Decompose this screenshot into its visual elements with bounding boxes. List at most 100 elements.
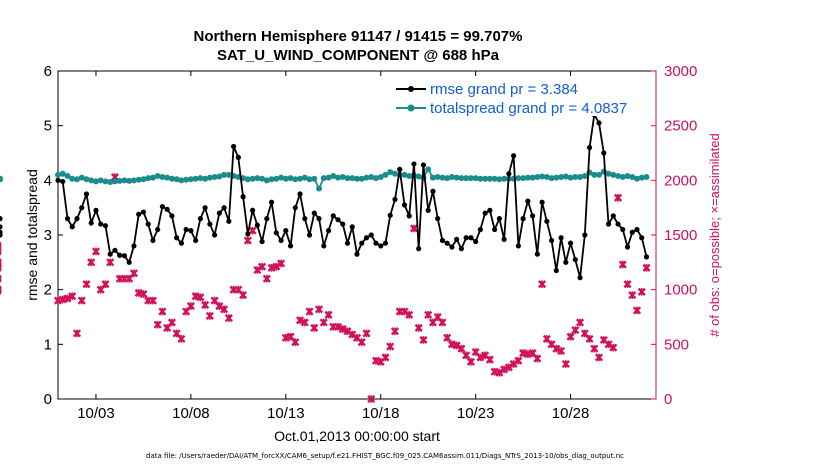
y-right-tick-label: 1500 — [664, 227, 697, 244]
totalspread-point — [524, 174, 531, 181]
rmse-point — [164, 206, 170, 212]
rmse-point — [359, 240, 365, 246]
rmse-point — [544, 218, 550, 224]
totalspread-point — [145, 175, 152, 182]
rmse-point — [639, 235, 645, 241]
assimilated-point — [628, 291, 637, 300]
totalspread-point — [197, 175, 204, 182]
rmse-point — [79, 205, 85, 211]
totalspread-point — [596, 171, 603, 178]
totalspread-point — [429, 174, 436, 181]
totalspread-point — [467, 175, 474, 182]
rmse-point — [553, 267, 559, 274]
totalspread-point — [615, 172, 622, 179]
rmse-point — [112, 247, 118, 253]
totalspread-point — [135, 176, 142, 183]
totalspread-point — [216, 173, 223, 180]
rmse-point — [577, 275, 583, 281]
rmse-point — [316, 216, 322, 222]
rmse-point — [401, 202, 408, 208]
rmse-point — [444, 240, 450, 246]
rmse-point — [169, 213, 175, 219]
totalspread-point — [591, 171, 598, 178]
assimilated-point — [409, 224, 419, 233]
totalspread-point — [529, 174, 536, 181]
rmse-point — [64, 216, 71, 222]
totalspread-point — [301, 174, 308, 181]
rmse-point — [382, 240, 389, 246]
rmse-point — [74, 216, 80, 222]
rmse-point — [454, 236, 460, 242]
totalspread-point — [382, 171, 389, 178]
totalspread-point — [539, 173, 546, 180]
rmse-point — [620, 226, 626, 233]
y-left-tick-label: 1 — [44, 336, 52, 353]
x-tick-label: 10/03 — [77, 405, 115, 422]
assimilated-point — [139, 289, 148, 299]
assimilated-point — [613, 193, 623, 202]
totalspread-point — [358, 175, 365, 182]
rmse-point — [145, 221, 151, 227]
rmse-point — [83, 191, 90, 197]
assimilated-point — [63, 294, 72, 303]
totalspread-point — [581, 172, 588, 179]
totalspread-point — [330, 172, 337, 179]
totalspread-point — [259, 175, 266, 182]
assimilated-point — [576, 318, 585, 327]
assimilated-point — [594, 353, 604, 362]
totalspread-point — [515, 175, 522, 182]
totalspread-point — [501, 175, 508, 182]
totalspread-point — [249, 175, 256, 182]
chart-title-line2: SAT_U_WIND_COMPONENT @ 688 hPa — [217, 47, 500, 64]
totalspread-point — [349, 175, 356, 182]
totalspread-point — [78, 174, 85, 181]
totalspread-point — [297, 175, 304, 182]
totalspread-point — [107, 178, 114, 185]
x-tick-label: 10/08 — [172, 405, 210, 422]
rmse-point — [473, 238, 479, 245]
totalspread-point — [624, 172, 631, 179]
rmse-point — [240, 194, 246, 200]
assimilated-point — [324, 310, 333, 319]
totalspread-point — [391, 170, 398, 177]
legend-spread-label: totalspread grand pr = 4.0837 — [430, 100, 627, 117]
assimilated-point — [390, 327, 400, 336]
rmse-point — [273, 230, 279, 236]
assimilated-point — [552, 344, 561, 353]
totalspread-point — [306, 176, 313, 183]
y-right-tick-label: 3000 — [664, 63, 697, 80]
y-left-tick-label: 4 — [44, 172, 52, 189]
rmse-point — [150, 237, 156, 244]
rmse-point — [117, 252, 123, 258]
rmse-point — [539, 199, 545, 205]
rmse-point — [306, 232, 313, 238]
assimilated-point — [310, 323, 319, 332]
totalspread-point — [92, 178, 99, 185]
assimilated-point — [566, 332, 575, 341]
totalspread-point — [130, 177, 137, 184]
rmse-point — [278, 237, 284, 244]
totalspread-point — [126, 177, 133, 184]
series-layer — [0, 111, 651, 404]
assimilated-point — [314, 305, 324, 314]
totalspread-point — [121, 177, 128, 184]
rmse-point — [501, 236, 507, 242]
assimilated-point — [414, 323, 423, 332]
rmse-point — [193, 237, 199, 244]
rmse-point — [245, 231, 251, 237]
assimilated-point — [362, 329, 371, 338]
assimilated-point — [538, 280, 547, 289]
totalspread-point — [173, 176, 180, 183]
totalspread-point — [572, 174, 579, 181]
totalspread-point — [444, 175, 451, 182]
rmse-point — [344, 240, 351, 246]
rmse-point — [330, 213, 336, 219]
totalspread-point — [629, 174, 636, 181]
totalspread-point — [97, 177, 104, 184]
rmse-point — [311, 210, 317, 216]
rmse-point — [212, 232, 218, 238]
rmse-point — [93, 207, 99, 213]
rmse-point — [254, 222, 260, 228]
assimilated-point — [557, 346, 566, 355]
rmse-point — [140, 209, 147, 215]
